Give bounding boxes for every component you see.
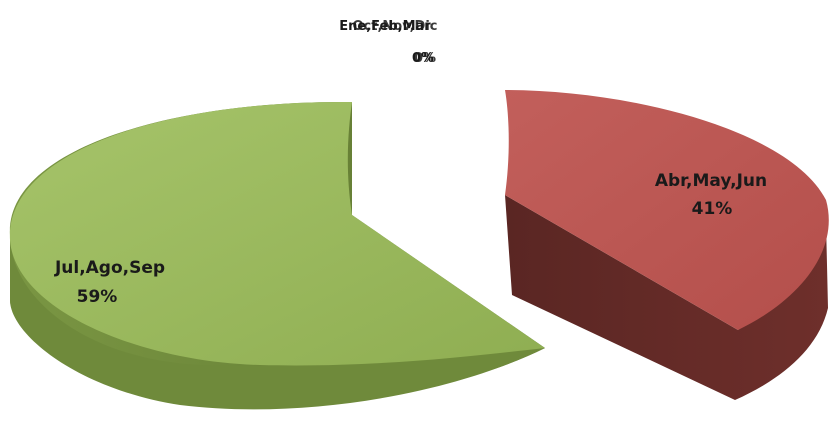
label-oct-nov-dic: Oct,Nov,Dic <box>352 19 437 34</box>
percent-ene-feb-mar: 0% <box>412 51 434 66</box>
data-labels: Ene,Feb,Mar Oct,Nov,Dic 0% 0% Abr,May,Ju… <box>54 19 767 307</box>
slice-abr-may-jun-side <box>505 195 828 400</box>
slice-abr-may-jun <box>505 90 829 400</box>
slice-jul-ago-sep-top <box>9 101 546 366</box>
slice-jul-ago-sep-side-front <box>10 235 545 410</box>
label-abr-may-jun: Abr,May,Jun <box>655 171 767 191</box>
label-jul-ago-sep: Jul,Ago,Sep <box>54 258 165 278</box>
label-ene-feb-mar: Ene,Feb,Mar <box>339 19 431 34</box>
slice-jul-ago-sep <box>9 101 546 410</box>
percent-oct-nov-dic: 0% <box>414 51 436 66</box>
percent-abr-may-jun: 41% <box>692 199 733 219</box>
percent-jul-ago-sep: 59% <box>77 287 118 307</box>
slice-abr-may-jun-top <box>505 90 829 330</box>
